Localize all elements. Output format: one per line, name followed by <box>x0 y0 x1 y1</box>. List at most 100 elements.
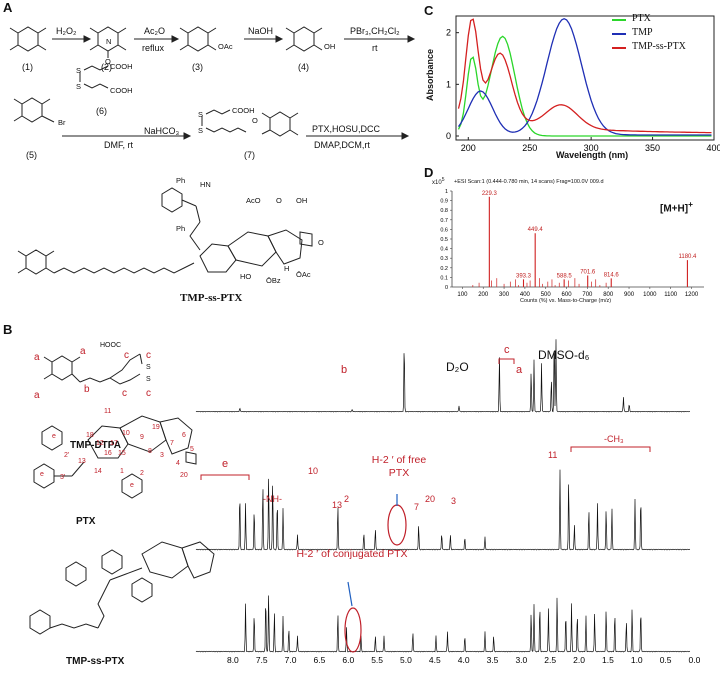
dtpa-hooc: HOOC <box>100 342 121 349</box>
compound-number-7: (7) <box>244 150 255 160</box>
nmr-label-dmso: DMSO-d₆ <box>538 348 590 362</box>
atom-n-plus: N <box>106 37 112 46</box>
dtpa-label-a-1: a <box>34 352 40 363</box>
nmr-peak-c: c <box>504 344 510 356</box>
nmr-xtick-label: 2.5 <box>544 655 556 665</box>
ms-ytick-label: 0.2 <box>440 266 448 272</box>
uv-xtick-label: 250 <box>522 143 537 153</box>
ms-ytick-label: 0.9 <box>440 199 448 205</box>
uv-xtick-label: 200 <box>461 143 476 153</box>
nmr-peak-nh: -NH- <box>263 494 282 504</box>
nmr-compound-tmp-dtpa: TMP-DTPA <box>70 440 121 451</box>
uv-xtick-label: 350 <box>645 143 660 153</box>
compound-number-3: (3) <box>192 62 203 72</box>
ptx-ring-2prime: 2' <box>64 452 70 459</box>
uv-xtick-label: 300 <box>584 143 599 153</box>
uv-legend-tmp-label: TMP <box>632 27 653 38</box>
ms-peak-label: 588.5 <box>557 273 573 279</box>
arrow-conj-ptx <box>347 581 353 607</box>
ms-ytick-label: 0.4 <box>440 247 448 253</box>
ptx-ring-9: 9 <box>140 434 144 441</box>
atom-br: Br <box>58 118 66 127</box>
atom-cooh-2: COOH <box>110 86 133 95</box>
ms-scale-exponent: 5 <box>441 177 445 183</box>
uv-legend-ptx-label: PTX <box>632 13 651 24</box>
ms-peak-label: 814.6 <box>604 272 620 278</box>
reagent-pbr3: PBr₃,CH₂Cl₂ <box>350 26 400 36</box>
ptx-ring-2: 2 <box>140 470 144 477</box>
nmr-spectra: 8.0 7.5 7.0 6.5 6.0 5.5 5.0 4.5 4.0 3.5 3.0 2.5 2.0 1… <box>195 339 701 665</box>
ms-xtick-label: 200 <box>478 292 489 298</box>
ptx-ring-12: 12 <box>96 440 104 447</box>
ms-xtick-label: 1200 <box>685 292 699 298</box>
panel-label-c: C <box>424 3 434 18</box>
dtpa-s-2: S <box>146 376 151 383</box>
atom-s-2: S <box>76 82 82 91</box>
ms-ion-text: [M+H] <box>660 203 689 215</box>
ms-x-axis-label: Counts (%) vs. Mass-to-Charge (m/z) <box>520 298 612 304</box>
nmr-peak-20: 20 <box>425 494 436 504</box>
nmr-label-d2o: D₂O <box>446 360 469 374</box>
uv-plot-frame <box>455 15 715 141</box>
nmr-peak-7: 7 <box>414 502 420 512</box>
ms-ytick-label: 0.6 <box>440 227 448 233</box>
nmr-compound-tmp-ss-ptx: TMP-ss-PTX <box>66 656 125 667</box>
ptx-ring-3: 3 <box>160 452 164 459</box>
ms-xtick-label: 1000 <box>643 292 657 298</box>
ms-xtick-label: 1100 <box>664 292 678 298</box>
dtpa-label-c-2: c <box>146 350 151 361</box>
nmr-trace-tmp-dtpa <box>195 339 691 413</box>
atom-oh: OH <box>324 42 336 51</box>
panel-label-b: B <box>3 322 13 337</box>
uv-legend-item-tmp-ss-ptx: TMP-ss-PTX <box>612 41 712 55</box>
uv-ytick-label: 2 <box>446 28 451 38</box>
ptx-ring-10: 10 <box>122 430 130 437</box>
ms-xtick-label: 600 <box>562 292 573 298</box>
ms-peak-label: 701.6 <box>580 269 596 275</box>
uv-series-tmp-ss-ptx <box>457 18 712 134</box>
uv-series-ptx <box>457 35 712 137</box>
dtpa-s-1: S <box>146 364 151 371</box>
dtpa-label-c-3: c <box>122 388 127 399</box>
nmr-xtick-label: 0.5 <box>660 655 672 665</box>
ms-ytick-label: 1 <box>445 189 448 195</box>
reagent-rt: rt <box>372 43 378 53</box>
atom-ph-1: Ph <box>176 176 186 185</box>
compound-number-6: (6) <box>96 106 107 116</box>
nmr-xtick-label: 1.0 <box>631 655 643 665</box>
reagent-h2o2: H₂O₂ <box>56 26 77 36</box>
ptx-ring-e-2: e <box>40 471 44 478</box>
ptx-ring-20: 20 <box>180 472 188 479</box>
ptx-ring-15: 15 <box>118 450 126 457</box>
ellipse-conj-ptx <box>344 607 362 653</box>
reagent-reflux: reflux <box>142 43 165 53</box>
nmr-xtick-label: 1.5 <box>602 655 614 665</box>
ms-peak-label: 449.4 <box>528 227 544 233</box>
reagent-dmap: DMAP,DCM,rt <box>314 140 370 150</box>
ptx-ring-16: 16 <box>104 450 112 457</box>
ms-ytick-label: 0.3 <box>440 256 448 262</box>
nmr-structures <box>29 353 215 635</box>
atom-o-7: O <box>252 116 258 125</box>
compound-number-4: (4) <box>298 62 309 72</box>
reagent-ptx-hosu: PTX,HOSU,DCC <box>312 124 381 134</box>
ms-ytick-label: 0.7 <box>440 218 448 224</box>
atom-ph-2: Ph <box>176 224 186 233</box>
ptx-ring-8: 8 <box>148 448 152 455</box>
ms-peak-label: 229.3 <box>482 191 498 197</box>
uv-xtick-label: 400 <box>706 143 720 153</box>
atom-oac-ptx: ŌAc <box>296 270 311 279</box>
nmr-peak-b: b <box>341 364 348 376</box>
dtpa-label-c-4: c <box>146 388 151 399</box>
dtpa-label-b: b <box>84 384 90 395</box>
nmr-peak-e: e <box>222 458 229 470</box>
ms-ytick-label: 0.1 <box>440 275 448 281</box>
ms-xtick-label: 500 <box>541 292 552 298</box>
ms-ytick-label: 0 <box>445 285 448 291</box>
atom-oh-ptx: OH <box>296 196 308 205</box>
dtpa-label-a-2: a <box>80 346 86 357</box>
panel-label-a: A <box>3 0 13 15</box>
ptx-ring-13: 13 <box>78 458 86 465</box>
uv-ytick-label: 0 <box>446 131 451 141</box>
ellipse-free-ptx <box>387 504 407 546</box>
